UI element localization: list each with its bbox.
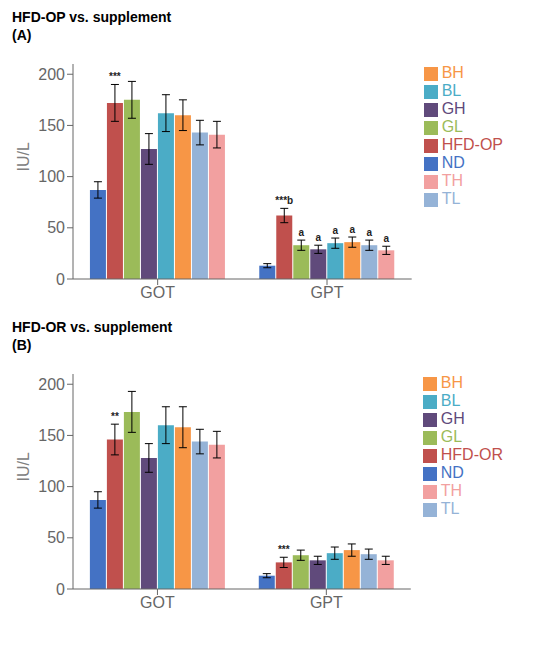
html-text:ND: ND	[441, 154, 465, 171]
svg-text:a: a	[349, 224, 355, 235]
html-text:HFD-OR vs. supplement: HFD-OR vs. supplement	[12, 319, 173, 335]
svg-text:a: a	[383, 233, 389, 244]
html-text:(B): (B)	[12, 337, 32, 353]
svg-text:GOT: GOT	[140, 594, 175, 611]
svg-text:GOT: GOT	[140, 284, 175, 301]
svg-text:**: **	[111, 411, 119, 422]
svg-text:IU/L: IU/L	[15, 142, 32, 171]
svg-text:***b: ***b	[275, 195, 293, 206]
html-text:BL: BL	[440, 392, 461, 409]
html-text:BL: BL	[441, 82, 462, 99]
svg-text:a: a	[366, 227, 372, 238]
svg-text:a: a	[298, 227, 304, 238]
html-text:GL: GL	[441, 118, 463, 135]
svg-text:50: 50	[47, 529, 65, 546]
html-text:ND: ND	[440, 464, 464, 481]
svg-text:a: a	[332, 225, 338, 236]
svg-text:GPT: GPT	[311, 284, 344, 301]
html-text:TL: TL	[441, 190, 461, 207]
svg-text:100: 100	[38, 478, 65, 495]
svg-text:0: 0	[56, 581, 65, 598]
svg-text:150: 150	[38, 427, 65, 444]
html-text:HFD-OR: HFD-OR	[440, 446, 503, 463]
html-text:GH: GH	[441, 100, 466, 117]
svg-text:***: ***	[109, 71, 121, 82]
svg-text:0: 0	[56, 271, 65, 288]
html-text:TL: TL	[440, 500, 460, 517]
svg-text:***: ***	[278, 544, 290, 555]
svg-text:GPT: GPT	[310, 594, 343, 611]
svg-text:50: 50	[47, 219, 65, 236]
svg-text:IU/L: IU/L	[15, 452, 32, 481]
svg-text:200: 200	[38, 376, 65, 393]
svg-text:100: 100	[38, 168, 65, 185]
html-text:HFD-OP: HFD-OP	[441, 136, 503, 153]
svg-text:a: a	[315, 232, 321, 243]
html-text:TH: TH	[440, 482, 463, 499]
html-text:HFD-OP vs. supplement: HFD-OP vs. supplement	[12, 9, 172, 25]
html-text:GH: GH	[440, 410, 465, 427]
svg-text:200: 200	[38, 66, 65, 83]
html-text:BH: BH	[440, 374, 463, 391]
html-text:(A): (A)	[12, 27, 32, 43]
html-text:BH: BH	[441, 64, 464, 81]
svg-text:150: 150	[38, 117, 65, 134]
html-text:GL: GL	[440, 428, 463, 445]
html-text:TH: TH	[441, 172, 463, 189]
